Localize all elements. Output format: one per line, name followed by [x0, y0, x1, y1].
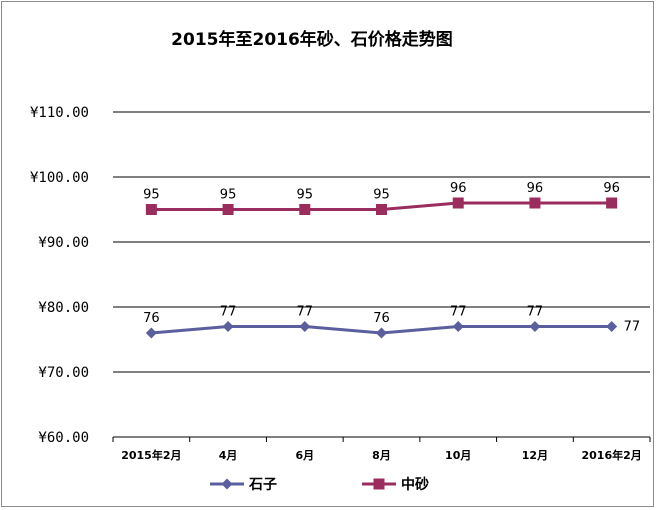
data-point — [222, 204, 234, 215]
y-tick-label: ¥60.00 — [38, 430, 89, 446]
y-axis-ticks: ¥110.00 ¥100.00 ¥90.00 ¥80.00 ¥70.00 ¥60.00 — [30, 105, 89, 446]
series-1: 95 95 95 95 96 96 96 — [143, 181, 620, 215]
x-tick-label: 12月 — [522, 449, 548, 462]
y-tick-label: ¥70.00 — [38, 365, 89, 381]
data-point — [529, 321, 541, 332]
data-point — [299, 204, 311, 215]
series-group: 76 77 77 76 77 77 77 95 95 95 95 96 96 96 — [143, 181, 640, 339]
data-point — [376, 204, 387, 215]
grid-lines — [113, 111, 650, 373]
y-tick-label: ¥90.00 — [38, 235, 89, 251]
data-label: 96 — [450, 181, 467, 196]
data-label: 77 — [220, 305, 237, 320]
x-tick-label: 10月 — [445, 449, 471, 462]
data-point — [145, 327, 157, 339]
data-label: 77 — [624, 320, 641, 335]
data-point — [606, 197, 618, 209]
data-point — [299, 321, 311, 332]
series-0: 76 77 77 76 77 77 77 — [143, 305, 640, 339]
legend-item-0: 石子 — [210, 477, 277, 493]
x-axis: 2015年2月 4月 6月 8月 10月 12月 2016年2月 — [112, 436, 651, 462]
y-tick-label: ¥80.00 — [38, 300, 89, 316]
data-label: 77 — [297, 305, 314, 320]
data-point — [222, 321, 234, 332]
legend-label: 石子 — [248, 477, 277, 493]
legend-label: 中砂 — [401, 476, 429, 493]
data-label: 76 — [143, 311, 160, 326]
legend: 石子 中砂 — [210, 476, 429, 493]
data-label: 95 — [143, 188, 160, 203]
y-tick-label: ¥100.00 — [30, 170, 89, 186]
x-tick-label: 4月 — [219, 449, 238, 462]
data-point — [145, 204, 157, 215]
data-point — [376, 327, 387, 339]
x-tick-label: 2015年2月 — [121, 448, 181, 462]
data-point — [529, 197, 541, 209]
data-label: 76 — [373, 311, 390, 326]
y-tick-label: ¥110.00 — [30, 105, 89, 121]
data-label: 96 — [527, 181, 544, 196]
legend-item-1: 中砂 — [362, 476, 429, 493]
legend-marker — [221, 478, 233, 490]
legend-marker — [373, 478, 385, 490]
data-point — [452, 321, 464, 332]
x-tick-label: 8月 — [372, 449, 391, 462]
x-tick-label: 6月 — [295, 449, 314, 462]
data-label: 95 — [220, 188, 237, 203]
data-point — [452, 197, 464, 209]
chart-title: 2015年至2016年砂、石价格走势图 — [171, 29, 453, 50]
data-label: 95 — [297, 188, 314, 203]
data-label: 96 — [603, 181, 620, 196]
data-label: 77 — [527, 305, 544, 320]
data-point — [606, 321, 618, 332]
x-tick-label: 2016年2月 — [582, 448, 642, 462]
data-label: 95 — [373, 188, 390, 203]
data-label: 77 — [450, 305, 467, 320]
